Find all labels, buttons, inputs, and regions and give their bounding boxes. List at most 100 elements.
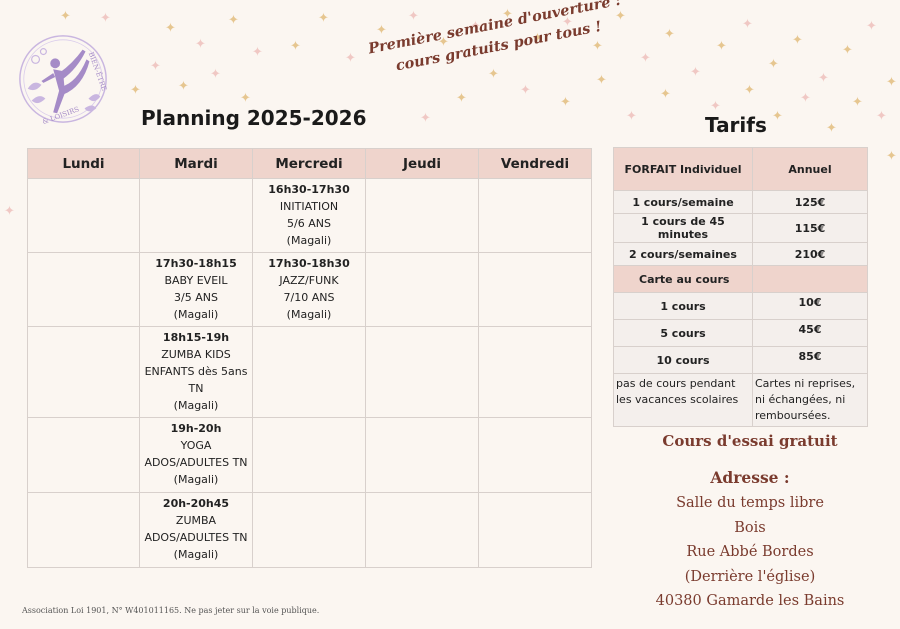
tarifs-table: FORFAIT Individuel Annuel 1 cours/semain… xyxy=(613,147,868,427)
empty-slot xyxy=(365,417,479,493)
tarifs-header-row: FORFAIT Individuel Annuel xyxy=(613,147,868,191)
sparkle-icon: ✦ xyxy=(690,65,701,80)
sparkle-icon: ✦ xyxy=(520,83,531,98)
empty-slot xyxy=(27,178,140,253)
sparkle-icon: ✦ xyxy=(470,19,481,34)
sparkle-icon: ✦ xyxy=(852,95,863,110)
sparkle-icon: ✦ xyxy=(252,45,263,60)
empty-slot xyxy=(478,178,592,253)
carte-row: 5 cours 45€ xyxy=(613,319,868,347)
day-header: Jeudi xyxy=(365,148,479,179)
tarifs-note-row: pas de cours pendant les vacances scolai… xyxy=(613,373,868,427)
sparkle-icon: ✦ xyxy=(60,9,71,24)
sparkle-icon: ✦ xyxy=(772,109,783,124)
empty-slot xyxy=(252,417,366,493)
tarif-price: 115€ xyxy=(752,213,868,243)
sparkle-icon: ✦ xyxy=(130,83,141,98)
tarif-row: 2 cours/semaines 210€ xyxy=(613,242,868,266)
class-detail: (Magali) xyxy=(173,548,219,561)
class-detail: ZUMBA KIDS xyxy=(161,348,231,361)
sparkle-icon: ✦ xyxy=(768,57,779,72)
sparkle-icon: ✦ xyxy=(592,39,603,54)
carte-price: 45€ xyxy=(752,319,868,347)
empty-slot xyxy=(27,417,140,493)
class-slot: 17h30-18h15 BABY EVEIL 3/5 ANS (Magali) xyxy=(139,252,253,327)
sparkle-icon: ✦ xyxy=(886,75,897,90)
tarif-price: 210€ xyxy=(752,242,868,266)
class-detail: BABY EVEIL xyxy=(164,274,228,287)
day-header: Lundi xyxy=(27,148,140,179)
sparkle-icon: ✦ xyxy=(742,17,753,32)
sparkle-icon: ✦ xyxy=(488,67,499,82)
empty-slot xyxy=(365,492,479,568)
sparkle-icon: ✦ xyxy=(792,33,803,48)
sparkle-icon: ✦ xyxy=(178,79,189,94)
class-detail: (Magali) xyxy=(286,234,332,247)
tarif-price: 125€ xyxy=(752,190,868,214)
empty-slot xyxy=(139,178,253,253)
carte-label: 1 cours xyxy=(613,292,753,320)
sparkle-icon: ✦ xyxy=(165,21,176,36)
class-detail: 7/10 ANS xyxy=(283,291,335,304)
sparkle-icon: ✦ xyxy=(420,111,431,126)
class-detail: (Magali) xyxy=(173,399,219,412)
sparkle-icon: ✦ xyxy=(438,35,449,50)
class-slot: 17h30-18h30 JAZZ/FUNK 7/10 ANS (Magali) xyxy=(252,252,366,327)
class-detail: TN xyxy=(188,382,204,395)
adresse-line: Salle du temps libre xyxy=(676,495,824,511)
adresse-line: Rue Abbé Bordes xyxy=(686,544,814,560)
class-detail: 5/6 ANS xyxy=(287,217,331,230)
day-header: Mercredi xyxy=(252,148,366,179)
day-header: Mardi xyxy=(139,148,253,179)
logo-text-bottom: & LOISIRS xyxy=(41,105,80,126)
tarifs-title: Tarifs xyxy=(705,113,767,137)
sparkle-icon: ✦ xyxy=(228,13,239,28)
sparkle-icon: ✦ xyxy=(842,43,853,58)
planning-title: Planning 2025-2026 xyxy=(141,106,367,130)
class-detail: ZUMBA xyxy=(175,514,217,527)
empty-slot xyxy=(27,252,140,327)
class-detail: INITIATION xyxy=(279,200,339,213)
sparkle-icon: ✦ xyxy=(710,99,721,114)
sparkle-icon: ✦ xyxy=(560,95,571,110)
adresse-block: Salle du temps libre Bois Rue Abbé Borde… xyxy=(630,491,870,614)
adresse-line: Bois xyxy=(734,519,766,536)
sparkle-icon: ✦ xyxy=(615,9,626,24)
empty-slot xyxy=(478,492,592,568)
footer-legal: Association Loi 1901, N° W401011165. Ne … xyxy=(22,606,320,615)
carte-price: 85€ xyxy=(752,346,868,374)
essai-gratuit: Cours d'essai gratuit xyxy=(662,432,838,450)
empty-slot xyxy=(478,252,592,327)
tarifs-header-forfait: FORFAIT Individuel xyxy=(613,147,753,191)
sparkle-icon: ✦ xyxy=(240,91,251,106)
empty-slot xyxy=(252,492,366,568)
class-detail: (Magali) xyxy=(286,308,332,321)
sparkle-icon: ✦ xyxy=(4,204,15,219)
class-detail: ADOS/ADULTES TN xyxy=(144,531,248,544)
carte-label: 5 cours xyxy=(613,319,753,347)
carte-price: 10€ xyxy=(752,292,868,320)
adresse-line: 40380 Gamarde les Bains xyxy=(655,593,845,609)
class-time: 19h-20h xyxy=(170,422,222,435)
logo-dancer-icon: BIEN-ÊTRE & LOISIRS xyxy=(19,35,109,126)
planning-table: Lundi Mardi Mercredi Jeudi Vendredi 16h3… xyxy=(27,148,592,568)
class-detail: ADOS/ADULTES TN xyxy=(144,456,248,469)
empty-slot xyxy=(365,326,479,418)
sparkle-icon: ✦ xyxy=(345,51,356,66)
planning-row: 19h-20h YOGA ADOS/ADULTES TN (Magali) xyxy=(27,417,592,493)
sparkle-icon: ✦ xyxy=(876,109,887,124)
tarif-label: 2 cours/semaines xyxy=(613,242,753,266)
tarif-label: 1 cours de 45 minutes xyxy=(613,213,753,243)
class-time: 16h30-17h30 xyxy=(268,183,350,196)
sparkle-icon: ✦ xyxy=(290,39,301,54)
planning-header-row: Lundi Mardi Mercredi Jeudi Vendredi xyxy=(27,148,592,179)
sparkle-icon: ✦ xyxy=(886,149,897,164)
class-detail: 3/5 ANS xyxy=(174,291,218,304)
sparkle-icon: ✦ xyxy=(408,9,419,24)
class-time: 18h15-19h xyxy=(162,331,230,344)
sparkle-icon: ✦ xyxy=(562,15,573,30)
tarif-row: 1 cours/semaine 125€ xyxy=(613,190,868,214)
class-time: 17h30-18h30 xyxy=(268,257,350,270)
empty-slot xyxy=(27,326,140,418)
sparkle-icon: ✦ xyxy=(626,109,637,124)
